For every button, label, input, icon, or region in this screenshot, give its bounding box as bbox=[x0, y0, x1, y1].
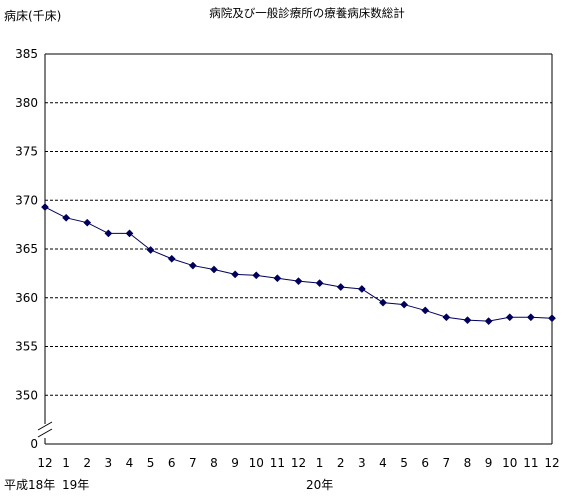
data-point bbox=[505, 313, 514, 322]
x-group-label: 20年 bbox=[306, 478, 333, 492]
x-tick-label: 3 bbox=[358, 456, 366, 470]
x-tick-label: 11 bbox=[523, 456, 538, 470]
x-tick-label: 5 bbox=[400, 456, 408, 470]
x-tick-label: 1 bbox=[62, 456, 70, 470]
x-tick-label: 9 bbox=[231, 456, 239, 470]
x-tick-label: 7 bbox=[189, 456, 197, 470]
data-point bbox=[146, 246, 155, 254]
chart-title: 病院及び一般診療所の療養病床数総計 bbox=[209, 6, 405, 20]
x-tick-label: 8 bbox=[210, 456, 218, 470]
data-point bbox=[41, 203, 49, 212]
y-tick-label: 385 bbox=[15, 47, 38, 61]
x-tick-labels: 12 1 2 3 4 5 6 7 8 9 10 11 12 1 2 3 4 5 6 7 8 9 10 11 12 bbox=[37, 456, 559, 470]
data-point bbox=[83, 218, 92, 227]
y-tick-label: 350 bbox=[15, 388, 38, 402]
data-series bbox=[41, 203, 556, 326]
data-point bbox=[400, 300, 409, 309]
data-point bbox=[294, 277, 303, 286]
x-tick-label: 2 bbox=[337, 456, 345, 470]
x-tick-label: 8 bbox=[464, 456, 472, 470]
axis-break-mark bbox=[37, 428, 53, 438]
y-tick-label: 380 bbox=[15, 96, 38, 110]
x-group-label: 19年 bbox=[62, 478, 89, 492]
x-tick-label: 11 bbox=[270, 456, 285, 470]
x-tick-label: 6 bbox=[421, 456, 429, 470]
x-tick-label: 5 bbox=[147, 456, 155, 470]
x-tick-label: 12 bbox=[544, 456, 559, 470]
data-point bbox=[188, 261, 197, 270]
x-tick-label: 10 bbox=[502, 456, 517, 470]
axis-break-mark bbox=[37, 421, 53, 431]
data-point bbox=[273, 274, 282, 283]
data-point bbox=[210, 265, 218, 274]
data-point bbox=[484, 317, 493, 326]
data-point bbox=[526, 313, 535, 322]
data-point bbox=[315, 279, 324, 288]
data-point bbox=[421, 306, 430, 315]
y-tick-label: 0 bbox=[30, 437, 38, 451]
data-point bbox=[548, 314, 556, 323]
x-tick-label: 10 bbox=[249, 456, 264, 470]
x-group-label: 平成18年 bbox=[4, 478, 55, 492]
x-tick-label: 3 bbox=[105, 456, 113, 470]
data-point bbox=[252, 271, 261, 280]
x-tick-label: 1 bbox=[316, 456, 324, 470]
x-tick-label: 6 bbox=[168, 456, 176, 470]
data-point bbox=[357, 285, 366, 293]
y-tick-label: 375 bbox=[15, 145, 38, 159]
y-axis-label: 病床(千床) bbox=[4, 8, 61, 23]
data-point bbox=[62, 213, 71, 222]
data-point bbox=[104, 229, 113, 238]
data-point bbox=[379, 298, 387, 307]
x-tick-label: 4 bbox=[379, 456, 387, 470]
data-point bbox=[167, 254, 176, 263]
y-tick-label: 365 bbox=[15, 242, 38, 256]
y-tick-label: 360 bbox=[15, 291, 38, 305]
y-tick-labels: 0 350 355 360 365 370 375 380 385 bbox=[15, 47, 38, 451]
series-line bbox=[44, 206, 553, 322]
data-point bbox=[463, 316, 472, 325]
x-tick-label: 7 bbox=[443, 456, 451, 470]
x-tick-label: 12 bbox=[291, 456, 306, 470]
x-tick-label: 2 bbox=[83, 456, 91, 470]
data-point bbox=[442, 313, 451, 322]
plot-frame bbox=[37, 53, 553, 445]
y-tick-label: 355 bbox=[15, 340, 38, 354]
y-tick-label: 370 bbox=[15, 193, 38, 207]
x-group-labels: 平成18年 19年 20年 bbox=[4, 478, 333, 492]
data-point bbox=[336, 283, 345, 291]
gridlines bbox=[45, 102, 552, 396]
x-tick-label: 12 bbox=[37, 456, 52, 470]
data-point bbox=[231, 270, 240, 279]
x-tick-label: 4 bbox=[126, 456, 134, 470]
data-point bbox=[125, 229, 134, 238]
x-tick-label: 9 bbox=[485, 456, 493, 470]
